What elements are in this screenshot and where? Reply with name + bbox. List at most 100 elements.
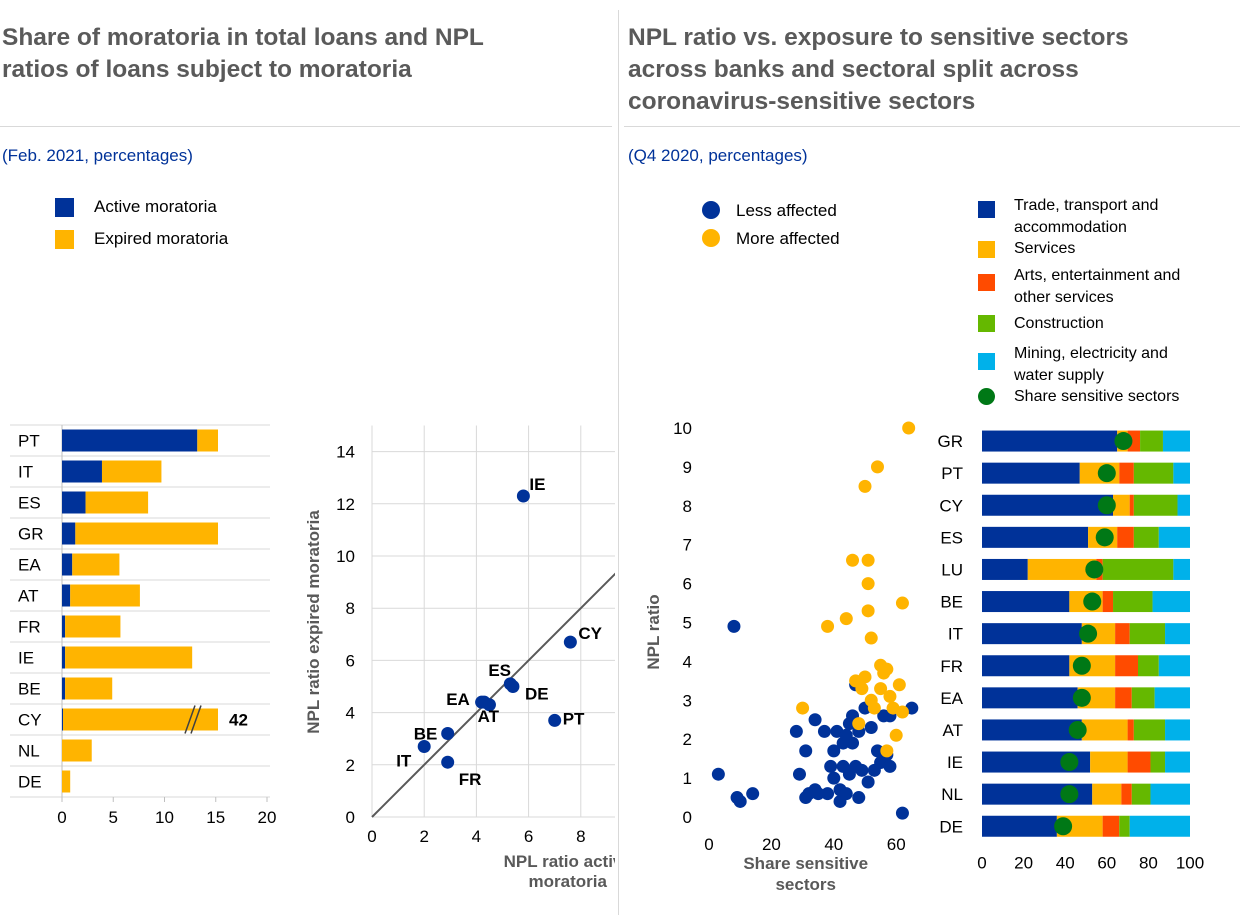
x-tick-label-8: 8 bbox=[576, 827, 585, 846]
scatter-point-less-affected bbox=[821, 787, 835, 801]
scatter-point-less-affected bbox=[746, 787, 760, 801]
bar-it-trade-transport-and-accommodation bbox=[982, 623, 1082, 645]
bar-it-arts-entertainment-and-other-services bbox=[1115, 623, 1130, 645]
point-label-pt: PT bbox=[563, 709, 585, 728]
scatter-point-it bbox=[417, 740, 431, 754]
y-tick-label-3: 3 bbox=[683, 691, 692, 710]
x-tick-label-20: 20 bbox=[1014, 853, 1033, 872]
y-tick-label-0: 0 bbox=[346, 808, 355, 827]
legend-label-more-affected: More affected bbox=[736, 229, 840, 248]
bar-es-expired-moratoria bbox=[85, 491, 149, 514]
bar-it-construction bbox=[1129, 623, 1166, 645]
scatter-point-more-affected bbox=[892, 678, 906, 692]
scatter-point-more-affected bbox=[861, 553, 875, 567]
x-tick-label-20: 20 bbox=[258, 808, 277, 827]
category-label-it: IT bbox=[18, 463, 33, 482]
scatter-point-less-affected bbox=[855, 763, 869, 777]
category-label-at: AT bbox=[943, 721, 963, 740]
point-label-es: ES bbox=[488, 661, 511, 680]
category-label-it: IT bbox=[948, 625, 963, 644]
scatter-point-less-affected bbox=[733, 794, 747, 808]
scatter-point-less-affected bbox=[827, 771, 841, 785]
legend-dot-share-sensitive bbox=[978, 388, 995, 405]
bar-cy-services bbox=[1113, 494, 1130, 516]
y-tick-label-8: 8 bbox=[683, 497, 692, 516]
scatter-point-more-affected bbox=[870, 460, 884, 474]
bar-lu-mining-electricity-and-water-supply bbox=[1173, 558, 1190, 580]
bar-nl-construction bbox=[1131, 783, 1151, 805]
marker-lu-share-sensitive bbox=[1085, 560, 1104, 579]
bar-de-arts-entertainment-and-other-services bbox=[1102, 815, 1120, 837]
marker-it-share-sensitive bbox=[1079, 624, 1098, 643]
legend-label-mining-2: water supply bbox=[1014, 367, 1104, 384]
y-tick-label-4: 4 bbox=[683, 652, 692, 671]
scatter-point-more-affected bbox=[864, 631, 878, 645]
scatter-point-less-affected bbox=[861, 775, 875, 789]
legend-label-trade-1: Trade, transport and bbox=[1014, 197, 1159, 214]
bar-gr-mining-electricity-and-water-supply bbox=[1162, 430, 1190, 452]
bar-nl-arts-entertainment-and-other-services bbox=[1121, 783, 1132, 805]
x-axis-title-line-2: moratoria bbox=[529, 872, 608, 891]
category-label-es: ES bbox=[940, 528, 963, 547]
scatter-point-more-affected bbox=[902, 421, 916, 435]
legend-swatch-arts bbox=[978, 274, 995, 291]
right-panel-title: NPL ratio vs. exposure to sensitive sect… bbox=[628, 22, 1129, 118]
category-label-nl: NL bbox=[941, 785, 963, 804]
legend-label-share-sensitive: Share sensitive sectors bbox=[1014, 388, 1180, 405]
scatter-point-more-affected bbox=[867, 701, 881, 715]
scatter-point-less-affected bbox=[799, 744, 813, 758]
y-tick-label-6: 6 bbox=[683, 575, 692, 594]
category-label-cy: CY bbox=[939, 496, 963, 515]
bar-gr-active-moratoria bbox=[62, 522, 76, 545]
y-tick-label-8: 8 bbox=[346, 599, 355, 618]
bar-cy-expired-moratoria bbox=[63, 708, 219, 731]
scatter-point-less-affected bbox=[727, 619, 741, 633]
point-label-be: BE bbox=[414, 724, 438, 743]
bar-ie-expired-moratoria bbox=[65, 646, 193, 669]
bar-de-construction bbox=[1119, 815, 1130, 837]
y-tick-label-14: 14 bbox=[336, 443, 355, 462]
category-label-ea: EA bbox=[18, 556, 41, 575]
marker-gr-share-sensitive bbox=[1114, 432, 1133, 451]
y-tick-label-7: 7 bbox=[683, 536, 692, 555]
bar-nl-mining-electricity-and-water-supply bbox=[1150, 783, 1190, 805]
bar-ie-construction bbox=[1150, 751, 1166, 773]
scatter-point-more-affected bbox=[821, 619, 835, 633]
x-tick-label-0: 0 bbox=[977, 853, 986, 872]
legend-label-less-affected: Less affected bbox=[736, 201, 837, 220]
scatter-point-cy bbox=[563, 635, 577, 649]
x-tick-label-60: 60 bbox=[1097, 853, 1116, 872]
legend-swatch-active bbox=[55, 198, 74, 217]
category-label-nl: NL bbox=[18, 742, 40, 761]
category-label-at: AT bbox=[18, 587, 38, 606]
legend-label-arts-2: other services bbox=[1014, 289, 1114, 306]
point-label-at: AT bbox=[478, 707, 500, 726]
axis-break-mark bbox=[184, 705, 196, 734]
bar-lu-trade-transport-and-accommodation bbox=[982, 558, 1028, 580]
left-title-line-1: Share of moratoria in total loans and NP… bbox=[2, 24, 484, 51]
y-tick-label-5: 5 bbox=[683, 614, 692, 633]
scatter-point-less-affected bbox=[711, 767, 725, 781]
bar-fr-active-moratoria bbox=[62, 615, 66, 638]
y-tick-label-6: 6 bbox=[346, 651, 355, 670]
bar-be-trade-transport-and-accommodation bbox=[982, 591, 1070, 613]
bar-fr-arts-entertainment-and-other-services bbox=[1115, 655, 1138, 677]
scatter-point-less-affected bbox=[817, 724, 831, 738]
scatter-point-less-affected bbox=[852, 791, 866, 805]
marker-es-share-sensitive bbox=[1095, 528, 1114, 547]
scatter-point-less-affected bbox=[864, 721, 878, 735]
scatter-point-less-affected bbox=[846, 736, 860, 750]
category-label-es: ES bbox=[18, 494, 41, 513]
scatter-point-ie bbox=[516, 489, 530, 503]
point-label-ea: EA bbox=[446, 690, 470, 709]
scatter-point-more-affected bbox=[858, 670, 872, 684]
right-title-line-1: NPL ratio vs. exposure to sensitive sect… bbox=[628, 24, 1129, 51]
x-tick-label-60: 60 bbox=[887, 835, 906, 854]
marker-pt-share-sensitive bbox=[1097, 464, 1116, 483]
bar-at-expired-moratoria bbox=[70, 584, 140, 607]
scatter-point-less-affected bbox=[895, 806, 909, 820]
bar-pt-mining-electricity-and-water-supply bbox=[1173, 462, 1190, 484]
bar-ea-active-moratoria bbox=[62, 553, 73, 576]
bar-ie-arts-entertainment-and-other-services bbox=[1127, 751, 1151, 773]
y-tick-label-2: 2 bbox=[683, 730, 692, 749]
